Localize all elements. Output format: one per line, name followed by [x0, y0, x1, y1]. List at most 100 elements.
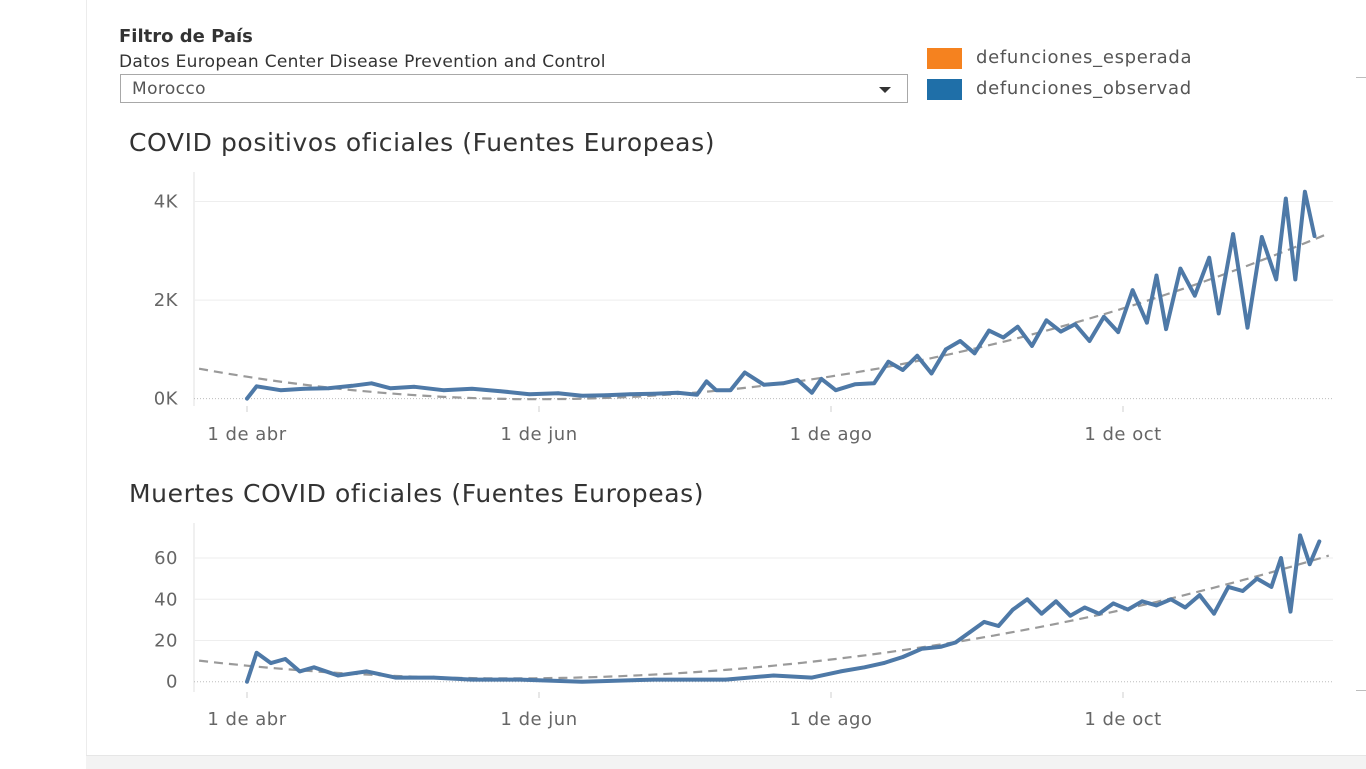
data-point — [972, 351, 977, 356]
data-point — [1154, 603, 1159, 608]
data-point — [388, 386, 393, 391]
data-point — [254, 651, 259, 655]
data-point — [297, 669, 302, 674]
data-point — [762, 383, 766, 387]
data-point — [771, 673, 776, 678]
trend-line — [198, 232, 1330, 401]
data-point — [920, 646, 924, 651]
right-edge-mark — [1356, 77, 1366, 78]
data-point — [1015, 324, 1020, 329]
chevron-down-icon[interactable] — [879, 87, 891, 93]
x-tick-label: 1 de ago — [790, 424, 873, 445]
data-point — [1207, 255, 1211, 260]
data-point — [862, 665, 867, 670]
data-point — [369, 381, 374, 386]
data-point — [1240, 589, 1245, 593]
data-point — [1178, 266, 1183, 271]
data-point — [1269, 585, 1274, 589]
data-point — [1226, 585, 1231, 589]
data-point — [312, 665, 316, 670]
data-point — [1293, 277, 1298, 282]
data-point — [968, 630, 972, 634]
data-point — [269, 661, 273, 665]
legend-swatch-observada — [927, 79, 962, 100]
x-tick-label: 1 de jun — [500, 424, 577, 445]
data-point — [556, 391, 560, 396]
legend-swatch-esperada — [927, 48, 962, 69]
data-point — [1126, 607, 1130, 612]
data-point — [336, 673, 340, 678]
data-point — [810, 675, 814, 680]
data-point — [728, 388, 733, 393]
data-point — [795, 378, 800, 382]
y-tick-label: 0 — [166, 672, 178, 693]
right-edge-mark — [1356, 690, 1366, 691]
data-point — [915, 354, 919, 358]
data-point — [1255, 576, 1259, 581]
x-tick-label: 1 de abr — [207, 709, 286, 730]
data-point — [1260, 235, 1264, 239]
x-tick-label: 1 de abr — [207, 424, 286, 445]
data-point — [819, 377, 824, 381]
data-point — [1317, 539, 1322, 544]
data-point — [1102, 315, 1106, 319]
data-point — [1231, 232, 1235, 236]
data-point — [704, 379, 709, 384]
data-point — [982, 620, 986, 624]
filter-subtitle: Datos European Center Disease Prevention… — [119, 52, 606, 72]
data-point — [364, 669, 369, 674]
data-point — [1284, 196, 1288, 201]
data-point — [810, 390, 814, 395]
data-point — [652, 391, 656, 396]
data-point — [953, 640, 958, 645]
legend-label-esperada: defunciones_esperada — [976, 47, 1193, 68]
data-point — [1279, 556, 1283, 560]
data-point — [302, 387, 307, 391]
y-tick-label: 40 — [154, 589, 178, 610]
data-point — [886, 359, 891, 364]
chart-title-muertes: Muertes COVID oficiales (Fuentes Europea… — [129, 479, 705, 508]
data-point — [431, 675, 436, 680]
data-point — [326, 386, 331, 391]
bottom-bar — [86, 755, 1366, 769]
y-tick-label: 4K — [154, 192, 179, 213]
data-point — [1116, 330, 1120, 334]
data-point — [853, 382, 857, 387]
data-point — [283, 657, 288, 661]
data-point — [881, 661, 886, 665]
data-point — [1039, 611, 1044, 616]
data-point — [1145, 320, 1149, 325]
data-point — [781, 381, 785, 386]
data-point — [1044, 318, 1049, 323]
data-point — [1274, 277, 1278, 282]
data-point — [1164, 327, 1168, 331]
legend-label-observada: defunciones_observad — [976, 78, 1192, 99]
country-filter-value: Morocco — [132, 79, 206, 99]
data-point — [834, 388, 838, 393]
data-point — [944, 347, 948, 352]
y-tick-label: 2K — [154, 290, 179, 311]
filter-title: Filtro de País — [119, 26, 253, 47]
data-point — [838, 669, 843, 674]
country-filter-dropdown[interactable]: Morocco — [120, 74, 908, 103]
data-point — [245, 396, 249, 401]
trend-line — [198, 554, 1330, 680]
data-point — [743, 370, 747, 375]
data-point — [929, 371, 934, 376]
data-point — [412, 385, 417, 389]
data-point — [278, 388, 283, 393]
data-point — [470, 387, 474, 391]
data-point — [1068, 613, 1073, 618]
x-tick-label: 1 de jun — [500, 709, 577, 730]
data-point — [580, 393, 584, 398]
data-point — [958, 339, 962, 343]
data-point — [1303, 189, 1307, 194]
data-point — [723, 677, 728, 682]
data-point — [1154, 273, 1159, 278]
y-tick-label: 60 — [154, 548, 178, 569]
data-point — [1298, 533, 1302, 538]
data-point — [527, 392, 532, 397]
data-point — [939, 644, 943, 649]
